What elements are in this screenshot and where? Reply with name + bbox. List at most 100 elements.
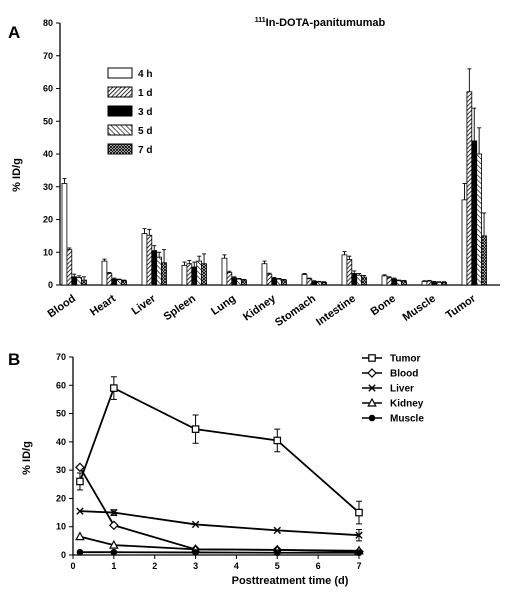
bar-intestine-1-d bbox=[346, 259, 353, 286]
data-point-kidney bbox=[75, 531, 85, 541]
bar-spleen-1-d bbox=[186, 263, 193, 286]
bar-stomach-3-d bbox=[311, 280, 318, 286]
bar-intestine-3-d bbox=[351, 273, 358, 286]
series-line-kidney bbox=[79, 535, 360, 552]
legend-marker-tumor bbox=[368, 354, 376, 362]
data-point-muscle bbox=[192, 549, 199, 556]
panel-a-y-tick-label: 20 bbox=[43, 215, 53, 225]
bar-lung-4-h bbox=[221, 257, 228, 286]
panel-b-y-tick-label: 50 bbox=[56, 409, 66, 419]
panel-b-y-tick-label: 20 bbox=[56, 493, 66, 503]
bar-bone-5-d bbox=[396, 280, 403, 286]
bar-kidney-1-d bbox=[266, 273, 273, 286]
bar-bone-4-h bbox=[381, 275, 388, 286]
category-label-liver: Liver bbox=[130, 292, 159, 317]
series-line-tumor bbox=[79, 386, 360, 514]
bar-blood-5-d bbox=[76, 277, 82, 286]
bar-tumor-7-d bbox=[481, 235, 487, 286]
category-label-muscle: Muscle bbox=[401, 293, 438, 324]
panel-b-x-axis-label: Posttreatment time (d) bbox=[232, 575, 349, 587]
panel-a-y-tick-label: 10 bbox=[43, 247, 53, 257]
bar-blood-7-d bbox=[81, 279, 87, 286]
bar-spleen-4-h bbox=[181, 264, 188, 286]
panel-b-y-tick-label: 60 bbox=[56, 380, 66, 390]
legend-label-4-h: 4 h bbox=[138, 69, 152, 80]
data-point-muscle bbox=[76, 548, 84, 556]
data-point-liver bbox=[355, 531, 363, 539]
bar-muscle-4-h bbox=[421, 280, 428, 286]
series-line-blood bbox=[79, 466, 360, 553]
bar-chart-panel-a: 0 10 20 30 40 50 60 70 80 Blood Heart Liver Spleen Lu… bbox=[43, 18, 500, 329]
bar-kidney-4-h bbox=[261, 263, 268, 286]
bar-stomach-5-d bbox=[316, 281, 323, 286]
category-label-stomach: Stomach bbox=[273, 292, 318, 329]
panel-a-y-tick-label: 60 bbox=[43, 84, 53, 94]
panel-a-y-tick-label: 0 bbox=[48, 280, 53, 290]
panel-b-x-tick-label: 2 bbox=[152, 561, 157, 571]
legend-label-1-d: 1 d bbox=[138, 88, 152, 99]
data-point-liver bbox=[76, 507, 84, 515]
legend-label-tumor: Tumor bbox=[390, 354, 420, 365]
data-point-muscle bbox=[355, 549, 363, 557]
panel-b-y-tick-label: 30 bbox=[56, 465, 66, 475]
bar-kidney-7-d bbox=[281, 279, 287, 286]
bar-heart-3-d bbox=[111, 278, 118, 286]
data-point-blood bbox=[109, 520, 119, 531]
panel-a-y-tick-label: 70 bbox=[43, 51, 53, 61]
series-line-muscle bbox=[79, 551, 359, 554]
legend-label-kidney: Kidney bbox=[390, 399, 424, 410]
data-point-liver bbox=[273, 526, 281, 535]
bar-blood-1-d bbox=[66, 249, 73, 286]
bar-liver-5-d bbox=[156, 256, 162, 286]
bar-spleen-7-d bbox=[201, 263, 207, 286]
panel-b-letter: B bbox=[8, 350, 20, 369]
data-point-liver bbox=[191, 520, 200, 529]
bar-bone-1-d bbox=[386, 277, 393, 286]
legend-label-3-d: 3 d bbox=[138, 107, 152, 118]
panel-a-title: 111In-DOTA-panitumumab bbox=[255, 17, 386, 29]
bar-liver-1-d bbox=[146, 234, 153, 286]
legend-label-muscle: Muscle bbox=[390, 414, 424, 425]
bar-spleen-3-d bbox=[191, 266, 198, 286]
panel-b-y-axis-label: % ID/g bbox=[21, 441, 33, 475]
legend-marker-muscle bbox=[368, 414, 376, 422]
bar-intestine-7-d bbox=[361, 276, 367, 286]
data-point-liver bbox=[110, 508, 118, 517]
bar-heart-1-d bbox=[106, 273, 113, 286]
panel-b-x-tick-label: 3 bbox=[193, 561, 198, 571]
legend-label-liver: Liver bbox=[390, 384, 414, 395]
bar-stomach-7-d bbox=[321, 281, 327, 286]
bar-intestine-5-d bbox=[356, 274, 363, 286]
panel-b-x-tick-label: 0 bbox=[70, 561, 75, 571]
panel-a-y-tick-label: 80 bbox=[43, 18, 53, 28]
data-point-tumor bbox=[110, 384, 118, 392]
bar-blood-3-d bbox=[71, 276, 78, 286]
panel-a-y-axis-label: % ID/g bbox=[11, 158, 23, 192]
category-label-blood: Blood bbox=[46, 293, 78, 321]
bar-liver-4-h bbox=[141, 233, 148, 286]
data-point-muscle bbox=[110, 548, 118, 556]
bar-muscle-3-d bbox=[431, 281, 438, 286]
bar-liver-7-d bbox=[161, 262, 167, 286]
bar-bone-7-d bbox=[401, 280, 407, 286]
bar-tumor-5-d bbox=[476, 153, 483, 286]
panel-a-letter: A bbox=[8, 23, 20, 42]
panel-b-y-tick-label: 10 bbox=[56, 522, 66, 532]
series-line-liver bbox=[79, 510, 360, 537]
bar-heart-7-d bbox=[121, 280, 127, 286]
data-point-kidney bbox=[109, 539, 119, 549]
panel-a-y-tick-label: 50 bbox=[43, 116, 53, 126]
bar-liver-3-d bbox=[151, 250, 158, 286]
bar-bone-3-d bbox=[391, 278, 398, 286]
category-label-lung: Lung bbox=[209, 293, 238, 318]
category-label-heart: Heart bbox=[88, 292, 118, 318]
panel-a-y-tick-label: 30 bbox=[43, 182, 53, 192]
bar-intestine-4-h bbox=[341, 254, 348, 286]
legend-label-blood: Blood bbox=[390, 369, 418, 380]
legend-label-5-d: 5 d bbox=[138, 126, 152, 137]
data-point-muscle bbox=[273, 549, 281, 557]
bar-muscle-7-d bbox=[441, 281, 447, 286]
panel-b-x-tick-label: 5 bbox=[275, 561, 280, 571]
